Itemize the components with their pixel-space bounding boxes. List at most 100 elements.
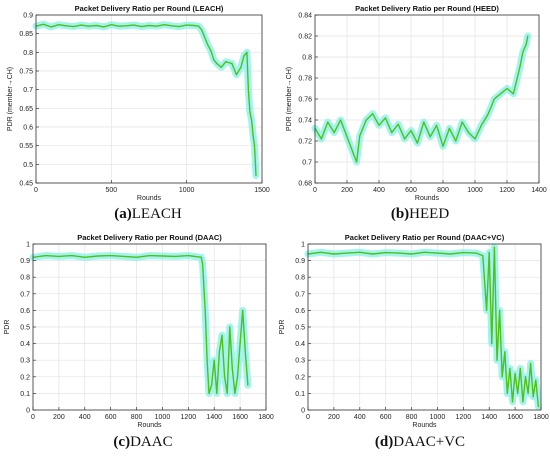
y-axis-label: PDR (member→CH) xyxy=(286,67,293,131)
y-tick-label: 0.4 xyxy=(295,341,305,348)
data-point xyxy=(110,24,112,26)
chart-title: Packet Delivery Ratio per Round (DAAC+VC… xyxy=(345,233,505,242)
data-point xyxy=(524,376,527,378)
chart-heed: 0 200 400 600 800 1000 1200 1400 0.68 0.7 0.72 0.74… xyxy=(286,4,547,202)
series-line xyxy=(314,35,529,163)
x-tick-label: 1800 xyxy=(258,414,274,421)
data-point xyxy=(234,392,236,394)
series-line xyxy=(35,23,257,176)
data-point xyxy=(487,114,489,116)
x-tick-label: 1400 xyxy=(531,187,547,194)
data-point xyxy=(501,376,503,378)
x-tick-label: 600 xyxy=(380,414,392,421)
data-point xyxy=(480,124,482,126)
y-tick-label: 0.1 xyxy=(295,391,305,398)
y-tick-label: 0.6 xyxy=(20,308,30,315)
data-point xyxy=(490,106,492,108)
data-point xyxy=(397,123,399,125)
data-point xyxy=(416,142,418,144)
data-point xyxy=(423,121,425,123)
x-axis-label: Rounds xyxy=(412,422,437,429)
y-tick-label: 0.3 xyxy=(20,358,30,365)
data-point xyxy=(429,136,431,138)
data-point xyxy=(201,29,203,31)
data-point xyxy=(255,174,257,177)
series-line xyxy=(307,246,540,407)
y-tick-label: 0.68 xyxy=(298,181,312,188)
x-tick-label: 400 xyxy=(354,414,366,421)
data-point xyxy=(468,132,470,134)
data-point xyxy=(71,255,73,257)
data-point xyxy=(436,124,438,126)
data-point xyxy=(226,392,228,394)
x-tick-label: 1500 xyxy=(254,187,270,194)
x-tick-label: 800 xyxy=(437,187,449,194)
chart-panel-daac: 0 200 400 600 800 1000 1200 1400 1600 1800 0 0.1 0.2… xyxy=(0,230,275,430)
data-point xyxy=(110,255,112,257)
data-point xyxy=(58,24,60,26)
x-tick-label: 1000 xyxy=(467,187,483,194)
chart-panel-heed: 0 200 400 600 800 1000 1200 1400 0.68 0.7 0.72 0.74… xyxy=(275,0,550,202)
x-tick-label: 1000 xyxy=(155,414,171,421)
data-point xyxy=(493,98,495,100)
data-point xyxy=(240,66,242,68)
data-point xyxy=(148,24,150,27)
data-point xyxy=(391,132,393,134)
x-tick-label: 200 xyxy=(53,414,65,421)
y-tick-label: 0.8 xyxy=(302,55,312,62)
data-point xyxy=(246,51,248,53)
caption-name: LEACH xyxy=(131,206,182,222)
data-point xyxy=(462,252,464,254)
x-tick-label: 500 xyxy=(105,187,117,194)
data-point xyxy=(103,26,105,28)
data-point xyxy=(213,59,215,61)
chart-title: Packet Delivery Ratio per Round (DAAC) xyxy=(77,233,222,242)
x-tick-label: 600 xyxy=(405,187,417,194)
data-point xyxy=(327,121,329,123)
x-tick-label: 800 xyxy=(406,414,418,421)
data-point xyxy=(213,359,215,361)
data-point xyxy=(519,66,521,69)
data-point xyxy=(527,392,529,394)
data-point xyxy=(504,351,506,353)
x-tick-label: 0 xyxy=(31,414,35,421)
data-point xyxy=(378,124,380,126)
data-point xyxy=(204,36,206,39)
axes-frame xyxy=(35,14,263,184)
data-point xyxy=(512,93,514,95)
chart-daac-vc: 0 200 400 600 800 1000 1200 1400 1600 1800 0 0.1 0.2… xyxy=(279,233,549,429)
data-point xyxy=(384,117,386,119)
data-point xyxy=(250,118,253,121)
y-tick-label: 0.2 xyxy=(20,374,30,381)
data-point xyxy=(244,351,246,353)
x-tick-label: 0 xyxy=(306,414,310,421)
y-tick-label: 0.7 xyxy=(302,160,312,167)
data-point xyxy=(532,396,534,398)
data-point xyxy=(522,401,524,403)
data-point xyxy=(97,255,99,257)
caption-daac: (c)DAAC xyxy=(113,434,172,451)
y-tick-label: 0.5 xyxy=(20,325,30,332)
data-point xyxy=(123,255,125,258)
y-tick-label: 1 xyxy=(301,242,305,249)
x-axis-label: Rounds xyxy=(415,195,440,202)
data-point xyxy=(218,351,220,353)
data-point xyxy=(410,253,413,255)
data-point xyxy=(200,256,202,258)
data-point xyxy=(527,35,529,37)
data-point xyxy=(372,113,374,115)
data-point xyxy=(496,359,498,361)
x-tick-label: 1600 xyxy=(507,414,523,421)
data-point xyxy=(84,256,86,258)
y-tick-label: 0.5 xyxy=(23,162,33,169)
y-tick-label: 0.8 xyxy=(23,50,33,57)
x-tick-label: 1400 xyxy=(206,414,222,421)
y-tick-label: 0.84 xyxy=(298,13,312,20)
x-tick-label: 1800 xyxy=(533,414,549,421)
caption-leach: (a)LEACH xyxy=(114,206,182,223)
x-tick-label: 1600 xyxy=(232,414,248,421)
data-point xyxy=(242,309,244,311)
y-tick-label: 0.7 xyxy=(295,291,305,298)
data-point xyxy=(247,384,249,386)
data-point xyxy=(461,121,463,123)
